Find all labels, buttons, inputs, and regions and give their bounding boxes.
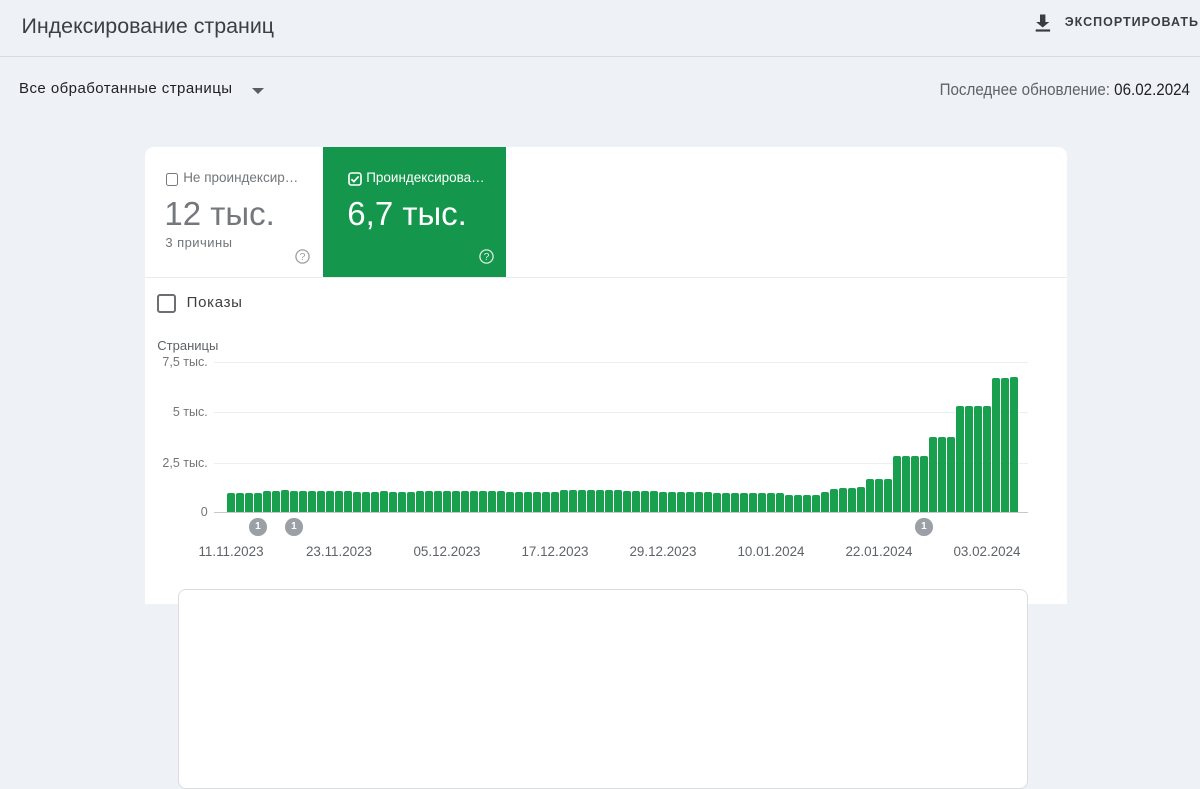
svg-text:?: ? (484, 251, 490, 263)
svg-text:?: ? (299, 251, 305, 263)
